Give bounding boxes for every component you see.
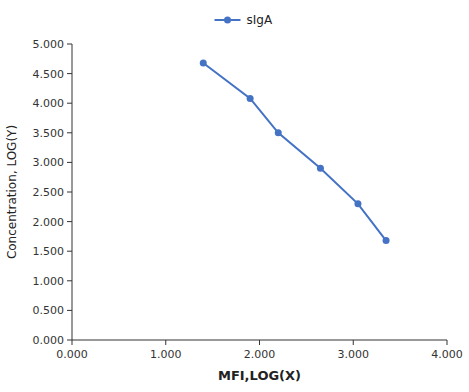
x-tick [165,340,166,345]
y-axis-label: Concentration, LOG(Y) [5,125,19,259]
x-tick [259,340,260,345]
point [247,95,254,102]
y-tick [67,340,72,341]
point [354,200,361,207]
y-tick-label: 0.000 [33,334,65,347]
y-tick [67,280,72,281]
y-axis-line [72,44,73,340]
legend-marker [224,17,231,24]
point [383,237,390,244]
x-axis-label: MFI,LOG(X) [218,368,301,383]
y-tick-label: 1.500 [33,245,65,258]
series-line [203,63,386,241]
x-tick [447,340,448,345]
y-tick [67,192,72,193]
chart: 0.000 1.000 2.000 3.000 4.000 0.000 0.500 1.000… [0,0,469,392]
point [275,129,282,136]
x-axis-line [72,340,447,341]
y-tick [67,162,72,163]
plot-area [200,59,390,244]
y-tick [67,103,72,104]
x-tick-label: 3.000 [338,348,370,361]
point [200,59,207,66]
y-tick-label: 1.000 [33,275,65,288]
y-tick-label: 0.500 [33,304,65,317]
x-tick-label: 2.000 [244,348,276,361]
x-tick-label: 0.000 [56,348,88,361]
y-tick-label: 3.500 [33,127,65,140]
y-tick-label: 4.000 [33,97,65,110]
legend-label: sIgA [247,13,273,27]
y-tick-label: 3.000 [33,156,65,169]
y-tick [67,310,72,311]
y-tick-label: 5.000 [33,38,65,51]
y-tick [67,132,72,133]
y-tick [67,251,72,252]
axes: 0.000 1.000 2.000 3.000 4.000 0.000 0.500 1.000… [33,38,463,361]
y-tick-label: 2.000 [33,216,65,229]
x-tick [72,340,73,345]
y-tick-label: 4.500 [33,68,65,81]
legend: sIgA [215,13,273,27]
y-tick-label: 2.500 [33,186,65,199]
x-tick-label: 4.000 [431,348,463,361]
point [317,165,324,172]
x-tick [353,340,354,345]
x-tick-label: 1.000 [150,348,182,361]
y-tick [67,221,72,222]
y-tick [67,73,72,74]
y-tick [67,44,72,45]
